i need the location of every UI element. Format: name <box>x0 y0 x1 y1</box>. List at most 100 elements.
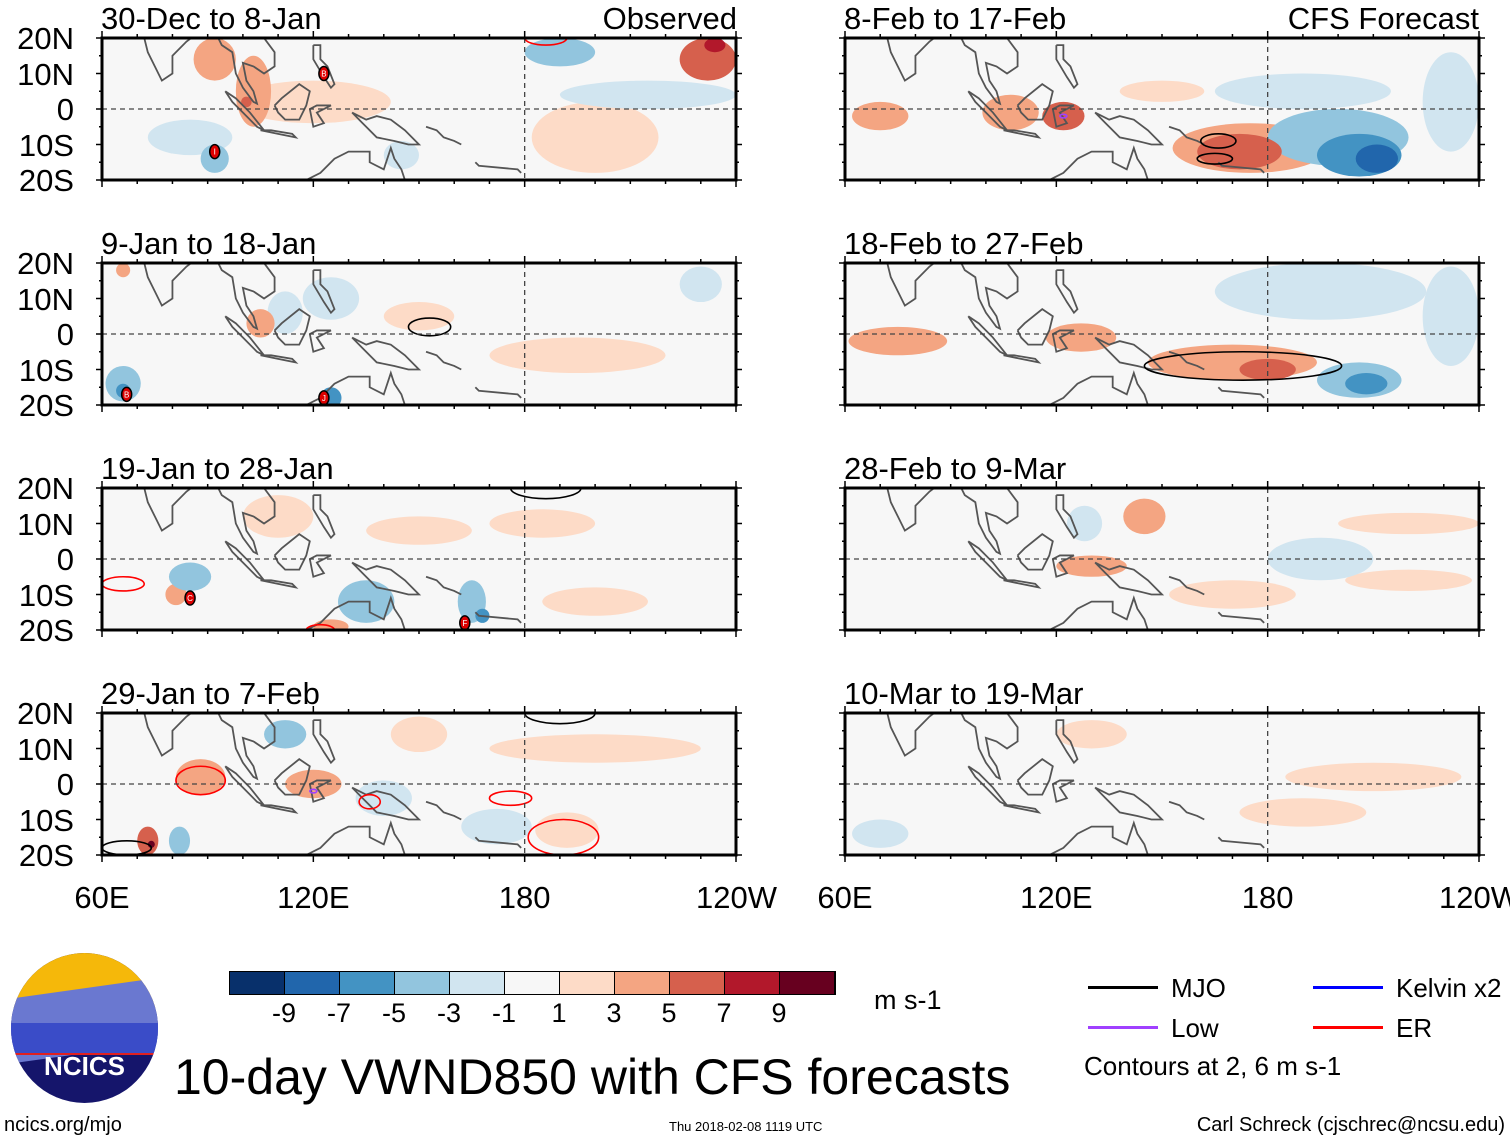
coastline <box>1051 779 1075 803</box>
lon-tick-label: 60E <box>817 880 873 915</box>
lon-tick-label: 60E <box>74 880 130 915</box>
wind-anomaly-patch <box>1355 144 1398 173</box>
lat-tick-label: 10N <box>17 281 74 317</box>
coastline <box>308 554 332 578</box>
coastline <box>312 719 336 765</box>
coastline <box>425 575 462 596</box>
colorbar-tick-label: 1 <box>551 998 567 1028</box>
mjo-contour <box>407 317 452 337</box>
coastline <box>273 308 311 346</box>
contours-note: Contours at 2, 6 m s-1 <box>1084 1051 1342 1081</box>
map-panel <box>839 256 1485 412</box>
wind-anomaly-patch <box>489 734 701 763</box>
coastline <box>351 561 422 596</box>
wind-anomaly-patch <box>1239 798 1367 827</box>
coastline <box>304 595 407 630</box>
coastline <box>1003 129 1042 139</box>
wind-anomaly-patch <box>1345 373 1388 395</box>
footer-url[interactable]: ncics.org/mjo <box>4 1114 122 1136</box>
wind-anomaly-patch <box>1197 133 1282 170</box>
colorbar-swatch <box>615 972 670 994</box>
coastline <box>312 269 336 315</box>
wind-anomaly-patch <box>1422 266 1479 366</box>
panel-title: 19-Jan to 28-Jan <box>101 451 334 486</box>
coastline <box>474 836 522 849</box>
coastline <box>1055 494 1079 540</box>
wind-anomaly-patch <box>1056 720 1127 749</box>
coastline <box>1003 579 1042 589</box>
lat-tick-label: 20S <box>18 613 74 648</box>
lat-tick-label: 10S <box>18 802 74 838</box>
coastline <box>1094 111 1165 146</box>
coastline <box>260 129 299 139</box>
coastline <box>1016 533 1054 571</box>
wind-anomaly-patch <box>1214 73 1391 109</box>
colorbar-tick-label: 5 <box>661 998 677 1028</box>
map-panel <box>839 706 1485 862</box>
panel-title: 10-Mar to 19-Mar <box>844 676 1084 711</box>
mjo-contour <box>1143 350 1343 381</box>
wind-anomaly-patch <box>679 266 722 303</box>
legend-label: MJO <box>1171 973 1226 1003</box>
wind-anomaly-patch <box>1345 569 1472 591</box>
wind-anomaly-patch <box>193 38 236 81</box>
coastline <box>1047 820 1150 855</box>
colorbar-tick-label: -9 <box>271 998 296 1028</box>
lon-tick-label: 120W <box>696 880 777 915</box>
coastline <box>1047 370 1150 405</box>
er-contour <box>102 575 146 592</box>
tropical-cyclone-icon: B <box>120 386 133 403</box>
coastline <box>1051 329 1075 353</box>
wind-anomaly-patch <box>982 94 1039 131</box>
coastline <box>142 38 276 106</box>
wind-anomaly-patch <box>168 562 212 591</box>
colorbar <box>229 971 836 995</box>
lat-tick-label: 20S <box>18 388 74 423</box>
observed-label: Observed <box>602 1 737 36</box>
mjo-contour <box>523 713 596 725</box>
lat-tick-label: 20S <box>18 163 74 198</box>
wind-anomaly-patch <box>531 101 659 173</box>
figure-title: 10-day VWND850 with CFS forecasts <box>174 1049 1011 1105</box>
coastline <box>967 540 1008 582</box>
lon-tick-label: 120E <box>277 880 350 915</box>
cfs-forecast-label: CFS Forecast <box>1287 1 1479 36</box>
map-panel <box>839 31 1485 187</box>
wind-anomaly-patch <box>116 263 131 278</box>
legend-line-kelvin <box>1313 986 1383 989</box>
coastline <box>351 111 422 146</box>
low-contour <box>309 788 318 794</box>
wind-anomaly-patch <box>137 826 159 855</box>
panel-title: 8-Feb to 17-Feb <box>844 1 1067 36</box>
coastline <box>1016 308 1054 346</box>
coastline <box>312 494 336 540</box>
panel-title: 28-Feb to 9-Mar <box>844 451 1067 486</box>
coastline <box>260 804 299 814</box>
wind-anomaly-patch <box>1422 52 1479 152</box>
coastline <box>260 579 299 589</box>
coastline <box>885 38 1019 106</box>
er-contour <box>523 38 568 46</box>
coastline <box>1051 104 1075 128</box>
wind-anomaly-patch <box>1056 555 1127 577</box>
coastline <box>308 104 332 128</box>
colorbar-tick-label: -7 <box>326 998 351 1028</box>
lat-tick-label: 10N <box>17 56 74 92</box>
lat-tick-label: 20N <box>17 471 74 506</box>
coastline <box>304 370 407 405</box>
legend-line-low <box>1088 1026 1158 1029</box>
colorbar-tick-label: -3 <box>436 998 461 1028</box>
coastline <box>885 713 1019 781</box>
coastline <box>1003 804 1042 814</box>
coastline <box>273 758 311 796</box>
colorbar-tick-label: 3 <box>606 998 622 1028</box>
footer-author: Carl Schreck (cjschrec@ncsu.edu) <box>1196 1114 1505 1136</box>
wind-anomaly-patch <box>1123 498 1166 535</box>
coastline <box>1094 336 1165 371</box>
coastline <box>224 540 265 582</box>
lat-tick-label: 20N <box>17 246 74 281</box>
tropical-cyclone-icon: J <box>318 390 330 405</box>
wind-anomaly-patch <box>1285 762 1462 792</box>
coastline <box>1055 44 1079 90</box>
coastline <box>1016 758 1054 796</box>
